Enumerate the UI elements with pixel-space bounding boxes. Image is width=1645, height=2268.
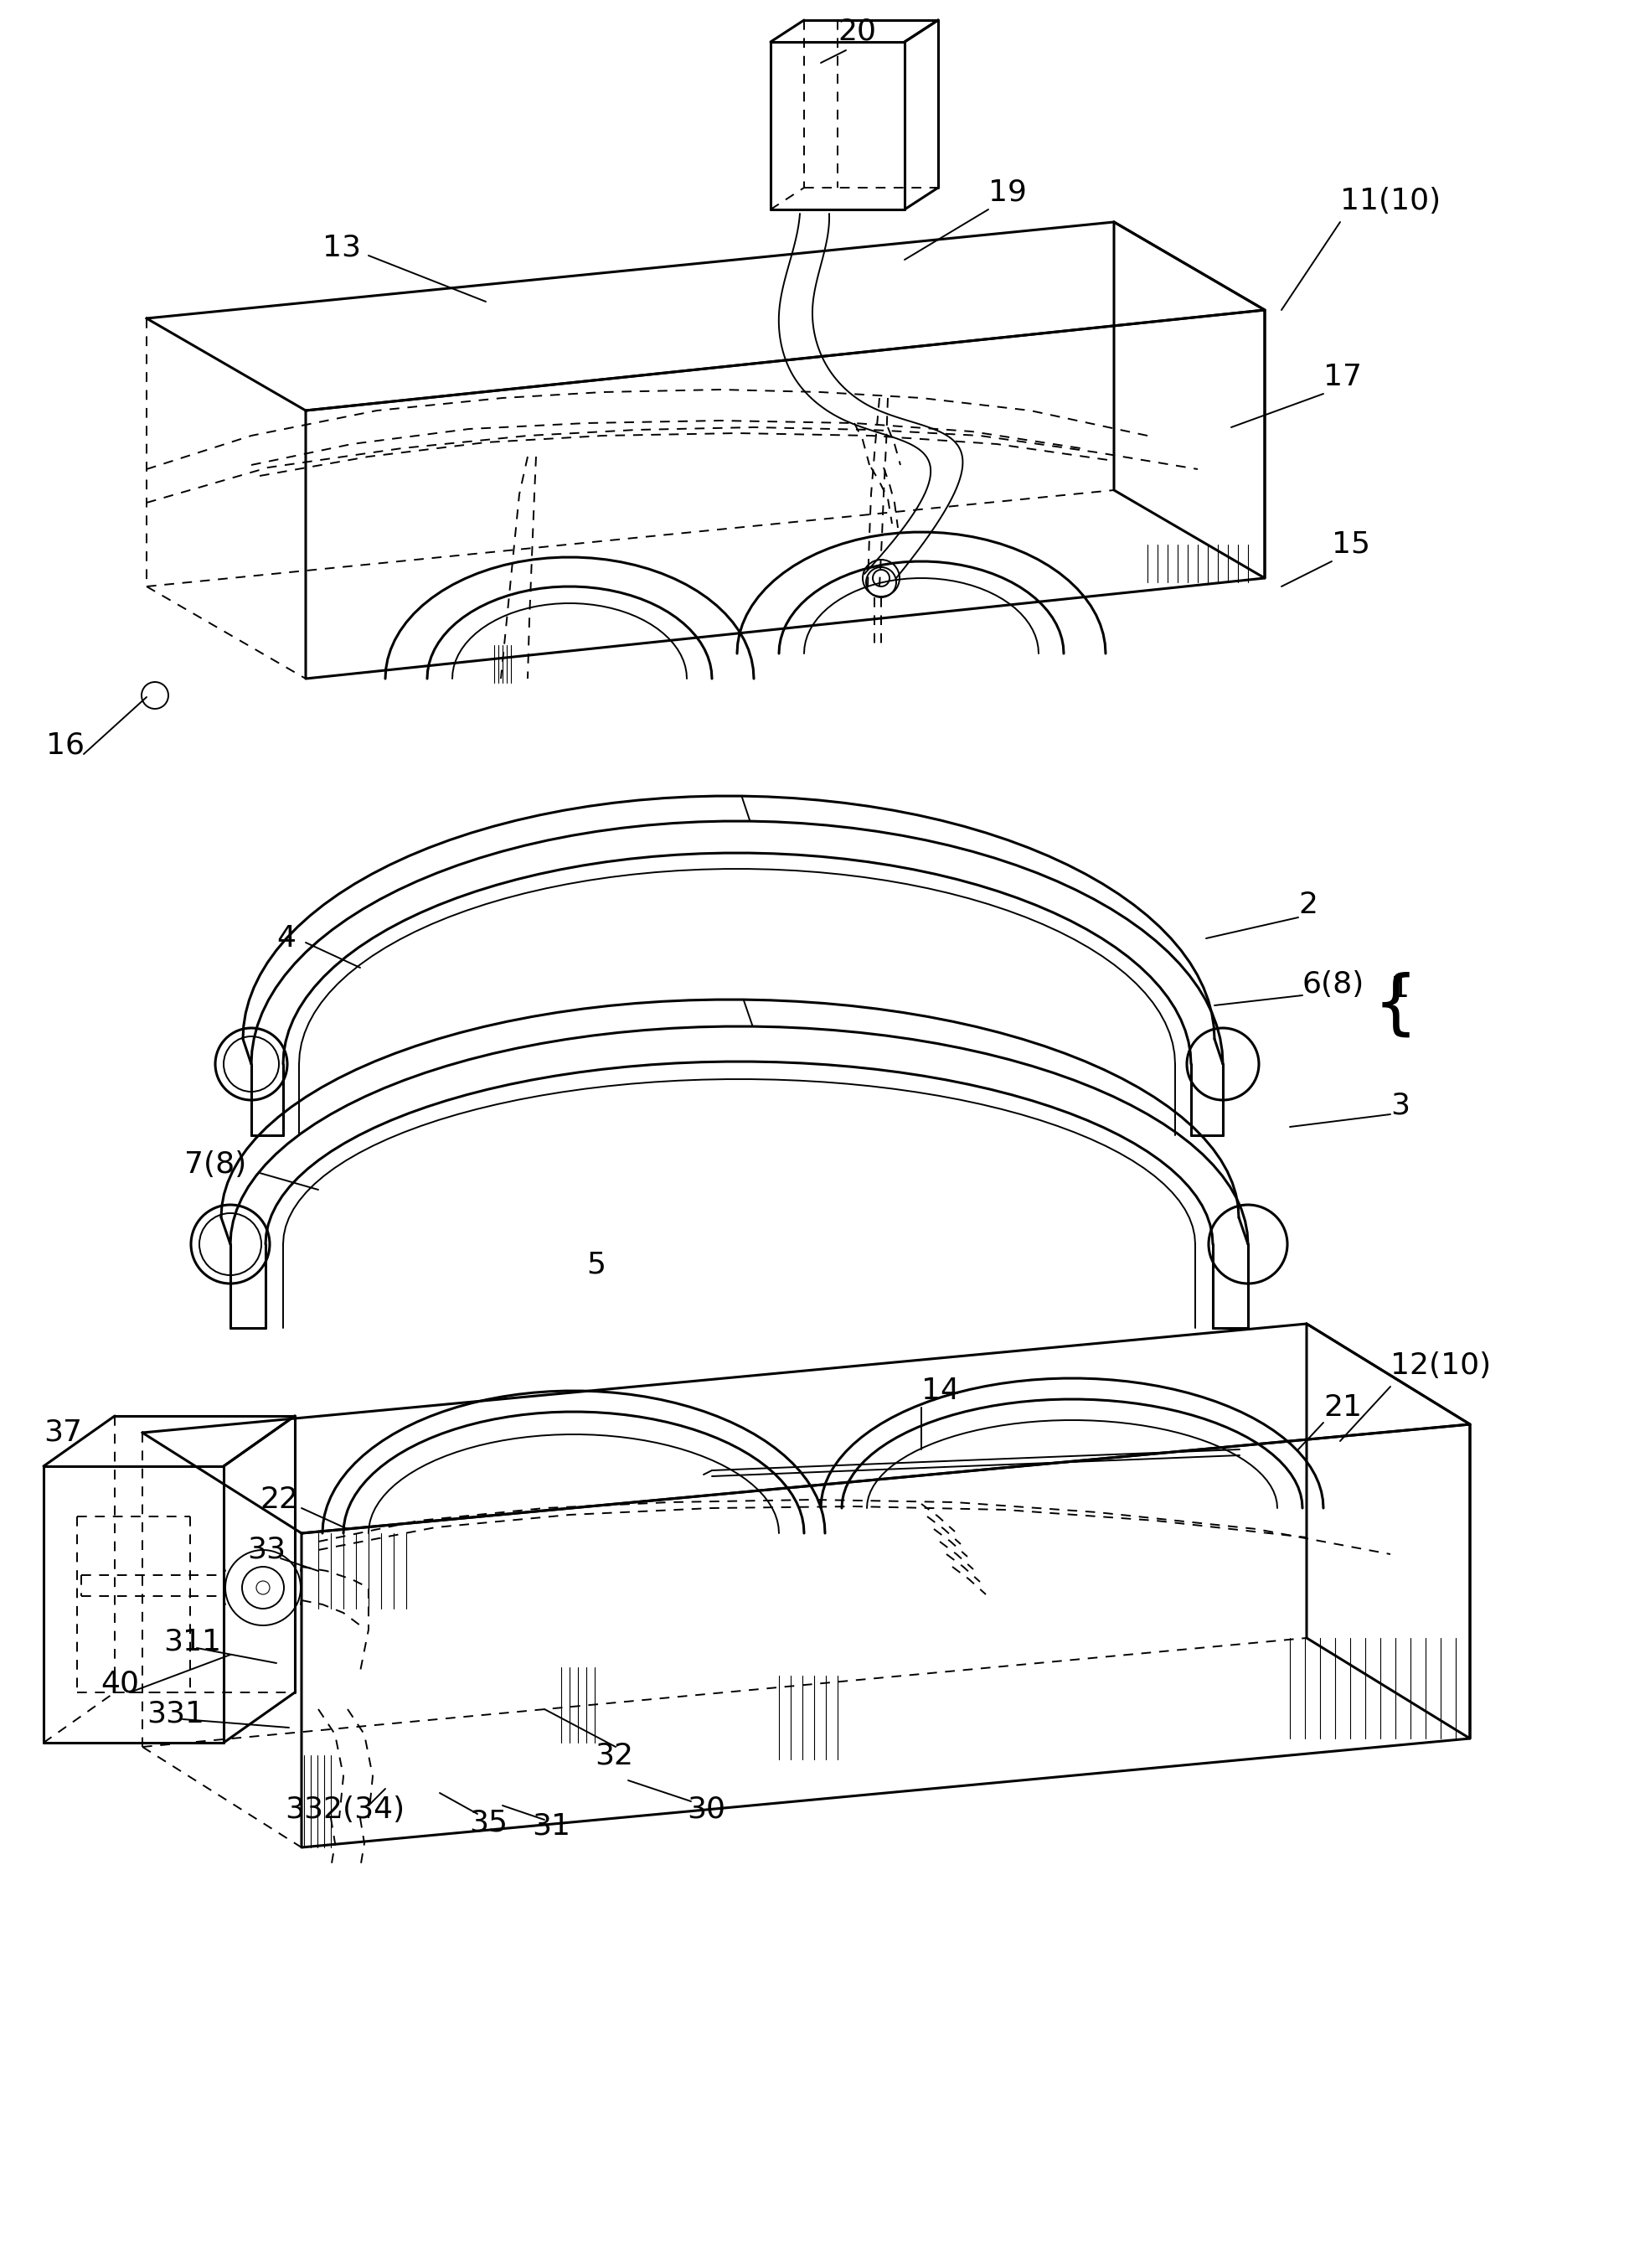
Text: 332(34): 332(34) bbox=[285, 1796, 405, 1823]
Text: 11(10): 11(10) bbox=[1341, 186, 1441, 215]
Text: 13: 13 bbox=[322, 234, 360, 261]
Text: 32: 32 bbox=[595, 1742, 633, 1769]
Text: 40: 40 bbox=[100, 1669, 140, 1699]
Text: 7(8): 7(8) bbox=[184, 1150, 247, 1179]
Text: 21: 21 bbox=[1323, 1393, 1362, 1422]
Text: 311: 311 bbox=[163, 1628, 220, 1656]
Text: 31: 31 bbox=[531, 1812, 571, 1842]
Text: 1: 1 bbox=[1390, 975, 1410, 1002]
Text: 3: 3 bbox=[1390, 1091, 1410, 1120]
Text: 17: 17 bbox=[1323, 363, 1362, 392]
Text: 37: 37 bbox=[43, 1418, 82, 1447]
Text: 30: 30 bbox=[688, 1796, 725, 1823]
Text: {: { bbox=[1374, 971, 1418, 1039]
Text: 20: 20 bbox=[837, 18, 877, 45]
Text: 12(10): 12(10) bbox=[1390, 1352, 1490, 1379]
Text: 16: 16 bbox=[46, 730, 84, 760]
Text: 4: 4 bbox=[276, 923, 296, 953]
Text: 15: 15 bbox=[1332, 531, 1370, 558]
Text: 14: 14 bbox=[921, 1377, 961, 1406]
Text: 22: 22 bbox=[260, 1486, 298, 1515]
Text: 19: 19 bbox=[989, 179, 1026, 206]
Text: 33: 33 bbox=[247, 1535, 286, 1565]
Text: 5: 5 bbox=[586, 1252, 605, 1279]
Text: 2: 2 bbox=[1298, 891, 1318, 919]
Text: 331: 331 bbox=[146, 1699, 204, 1728]
Text: 35: 35 bbox=[469, 1808, 508, 1837]
Text: 6(8): 6(8) bbox=[1303, 971, 1365, 998]
